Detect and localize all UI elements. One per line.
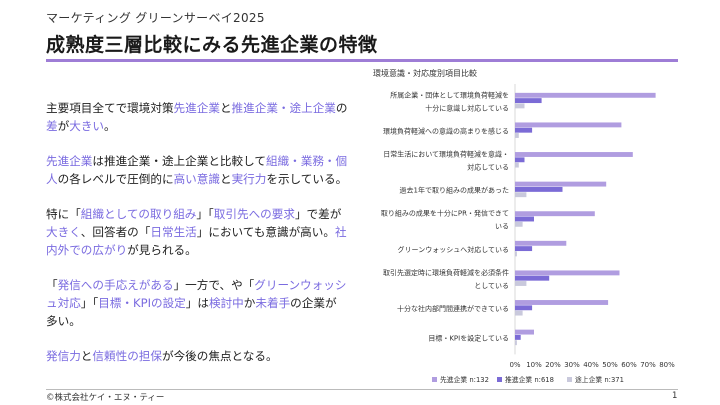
highlight-text: 目標・KPIの設定 (98, 296, 186, 310)
highlight-text: 日常生活 (150, 225, 197, 239)
body-text-segment: が見られる。 (127, 243, 197, 257)
highlight-text: 先進企業 (173, 101, 220, 115)
body-text-segment: と (80, 349, 93, 363)
summary-paragraph-1: 主要項目全てで環境対策先進企業と推進企業・途上企業の差が大きい。 (46, 99, 348, 135)
body-text-segment: は推進企業・途上企業と比較して (92, 154, 266, 168)
body-text-segment: と (219, 101, 232, 115)
highlight-text: 未着手 (255, 296, 291, 310)
highlight-text: 取引先への要求 (213, 207, 295, 221)
body-text-segment: 」においても意識が高い。 (196, 225, 335, 239)
highlight-text: 発信への手応えがある (57, 278, 174, 292)
body-text-segment: 」は (185, 296, 209, 310)
highlight-text: 社内外での広がり (46, 225, 347, 257)
survey-title: マーケティング グリーンサーベイ2025 (46, 11, 265, 25)
body-text-segment: の各レベルで圧倒的に (57, 172, 174, 186)
highlight-text: 検討中 (208, 296, 244, 310)
highlight-text: 大きく (46, 225, 81, 239)
highlight-text: 大きい (69, 119, 105, 133)
footer-divider (46, 389, 678, 390)
highlight-text: 差 (46, 119, 58, 133)
body-text-segment: が (57, 119, 70, 133)
body-text-segment: 」「 (196, 207, 214, 221)
highlight-text: 高い意識 (173, 172, 220, 186)
highlight-text: 先進企業 (46, 154, 93, 168)
body-text-segment: を示している。 (266, 172, 348, 186)
highlight-text: 実行力 (231, 172, 267, 186)
highlight-text: 組織・業務・個人 (46, 154, 348, 186)
body-text-segment: と (219, 172, 232, 186)
highlight-text: 推進企業・途上企業 (231, 101, 336, 115)
title-divider (46, 59, 678, 62)
summary-paragraph-2: 先進企業は推進企業・途上企業と比較して組織・業務・個人の各レベルで圧倒的に高い意… (46, 152, 348, 188)
summary-paragraph-5: 発信力と信頼性の担保が今後の焦点となる。 (46, 347, 348, 365)
body-text-segment: 」一方で、や「 (173, 278, 255, 292)
body-text-segment: 特に「 (46, 207, 81, 221)
summary-paragraph-4: 「発信への手応えがある」一方で、や「グリーンウォッシュ対応」「目標・KPIの設定… (46, 276, 348, 330)
body-text-segment: 」「 (80, 296, 99, 310)
body-text-segment: が今後の焦点となる。 (161, 349, 278, 363)
page-number: 1 (672, 391, 678, 401)
body-text-segment: か (243, 296, 256, 310)
body-text-segment: の企業が多い。 (46, 296, 337, 328)
summary-text: 主要項目全てで環境対策先進企業と推進企業・途上企業の差が大きい。 先進企業は推進… (46, 99, 348, 382)
body-text-segment: 主要項目全てで環境対策 (46, 101, 174, 115)
body-text-segment: の (335, 101, 348, 115)
copyright: ©株式会社ケイ・エヌ・ティー (46, 393, 165, 403)
body-text-segment: 。 (104, 119, 116, 133)
body-text-segment: 、回答者の「 (80, 225, 151, 239)
slide-title: 成熟度三層比較にみる先進企業の特徴 (46, 34, 378, 56)
chart-panel (366, 62, 684, 386)
highlight-text: グリーンウォッシュ対応 (46, 278, 347, 310)
highlight-text: 信頼性の担保 (92, 349, 162, 363)
body-text-segment: 「 (46, 278, 58, 292)
highlight-text: 発信力 (46, 349, 81, 363)
summary-paragraph-3: 特に「組織としての取り組み」「取引先への要求」で差が大きく、回答者の「日常生活」… (46, 205, 348, 259)
body-text-segment: 」で差が (294, 207, 342, 221)
chart-title: 環境意識・対応度別項目比較 (373, 69, 477, 78)
highlight-text: 組織としての取り組み (80, 207, 197, 221)
